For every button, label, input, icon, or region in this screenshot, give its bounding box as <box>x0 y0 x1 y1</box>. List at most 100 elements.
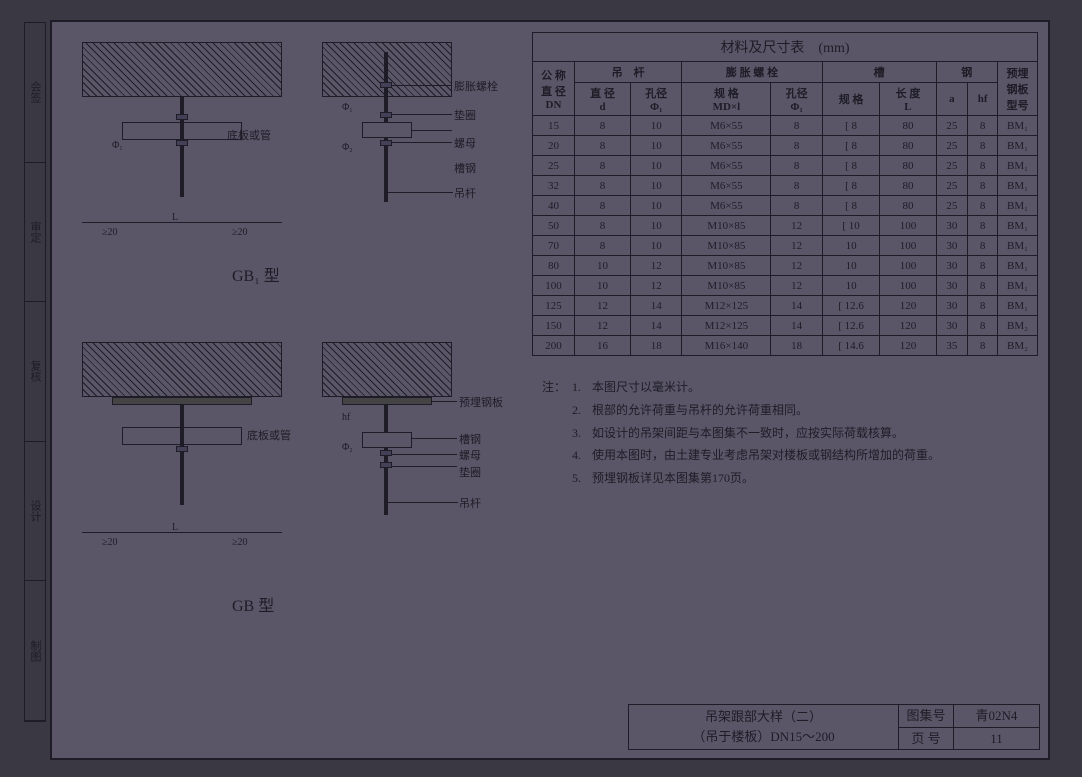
hanger-rod <box>384 405 388 515</box>
table-row: 1001012M10×851210100308BM₁ <box>533 276 1038 296</box>
note-number: 3. <box>572 422 592 445</box>
table-row: 15810M6×558[ 880258BM₁ <box>533 116 1038 136</box>
table-cell: [ 12.6 <box>822 296 880 316</box>
label-channel: 槽钢 <box>454 160 476 176</box>
table-cell: M12×125 <box>682 296 771 316</box>
table-cell: 25 <box>936 116 968 136</box>
table-cell: 32 <box>533 176 575 196</box>
note-text: 本图尺寸以毫米计。 <box>592 376 700 399</box>
table-cell: 8 <box>968 136 998 156</box>
label-washer: 垫圈 <box>459 464 481 480</box>
table-cell: M6×55 <box>682 156 771 176</box>
table-cell: [ 10 <box>822 216 880 236</box>
col-plate-model: 预埋钢板型号 <box>998 62 1038 116</box>
leader-line <box>388 502 458 503</box>
table-cell: 20 <box>533 136 575 156</box>
table-cell: 14 <box>631 316 682 336</box>
table-cell: 80 <box>880 156 936 176</box>
table-cell: 10 <box>631 156 682 176</box>
leader-line <box>412 438 457 439</box>
table-cell: 30 <box>936 236 968 256</box>
table-cell: 8 <box>771 196 822 216</box>
table-cell: 8 <box>968 296 998 316</box>
table-cell: 8 <box>968 156 998 176</box>
table-cell: 30 <box>936 316 968 336</box>
table-row: 25810M6×558[ 880258BM₁ <box>533 156 1038 176</box>
table-cell: BM₁ <box>998 276 1038 296</box>
embedded-plate <box>112 397 252 405</box>
leader-line <box>388 192 453 193</box>
nut-icon <box>176 140 188 146</box>
concrete-hatch <box>82 42 282 97</box>
table-cell: 12 <box>771 216 822 236</box>
note-number: 5. <box>572 467 592 490</box>
table-cell: 200 <box>533 336 575 356</box>
drawing-title-1: 吊架跟部大样（二） <box>635 707 892 727</box>
table-cell: 10 <box>822 276 880 296</box>
hanger-rod <box>180 97 184 197</box>
table-cell: 8 <box>575 236 631 256</box>
table-cell: BM₁ <box>998 256 1038 276</box>
table-cell: BM₂ <box>998 316 1038 336</box>
note-number: 2. <box>572 399 592 422</box>
table-row: 32810M6×558[ 880258BM₁ <box>533 176 1038 196</box>
table-cell: BM₁ <box>998 236 1038 256</box>
dim-phi1: Φ₁ <box>112 140 123 151</box>
diagram-gb-right: 预埋钢板 槽钢 螺母 垫圈 吊杆 hf Φ₂ <box>322 342 512 572</box>
table-cell: 12 <box>771 276 822 296</box>
table-cell: 100 <box>880 236 936 256</box>
title-right: 图集号 青02N4 页 号 11 <box>899 705 1039 749</box>
leader-line <box>392 85 452 86</box>
table-cell: BM₁ <box>998 116 1038 136</box>
nut-icon <box>380 450 392 456</box>
table-cell: 8 <box>968 196 998 216</box>
label-nut: 螺母 <box>454 135 476 151</box>
colgroup-hanger: 吊 杆 <box>575 62 682 83</box>
dim-phi2: Φ₂ <box>342 442 353 453</box>
note-text: 如设计的吊架间距与本图集不一致时，应按实际荷载核算。 <box>592 422 904 445</box>
col-L: 长 度L <box>880 83 936 116</box>
channel-steel <box>362 432 412 448</box>
table-cell: 10 <box>631 116 682 136</box>
table-cell: 80 <box>880 116 936 136</box>
diagram-column: 底板或管 Φ₁ L ≥20 ≥20 膨胀螺栓 垫圈 螺母 <box>62 32 522 702</box>
table-header: 公 称直 径DN 吊 杆 膨 胀 螺 栓 槽 钢 预埋钢板型号 直 径d 孔径Φ… <box>533 62 1038 116</box>
side-cell: 制图 <box>25 581 45 721</box>
table-cell: 8 <box>968 216 998 236</box>
type-label-gb1: GB₁ 型 <box>232 262 280 286</box>
table-cell: 80 <box>880 176 936 196</box>
table-cell: 80 <box>533 256 575 276</box>
note-item: 2.根部的允许荷重与吊杆的允许荷重相同。 <box>572 399 1038 422</box>
table-cell: 18 <box>631 336 682 356</box>
note-item: 4.使用本图时，由土建专业考虑吊架对楼板或钢结构所增加的荷重。 <box>572 444 1038 467</box>
col-phi1b: 孔径Φ₁ <box>771 83 822 116</box>
table-cell: 100 <box>880 216 936 236</box>
table-row: 801012M10×851210100308BM₁ <box>533 256 1038 276</box>
table-cell: 8 <box>968 256 998 276</box>
table-cell: 8 <box>771 116 822 136</box>
table-cell: [ 8 <box>822 136 880 156</box>
table-cell: 120 <box>880 316 936 336</box>
table-cell: 80 <box>880 136 936 156</box>
table-cell: 25 <box>936 136 968 156</box>
table-cell: M6×55 <box>682 116 771 136</box>
table-row: 40810M6×558[ 880258BM₁ <box>533 196 1038 216</box>
table-row: 70810M10×851210100308BM₁ <box>533 236 1038 256</box>
table-cell: 100 <box>880 256 936 276</box>
col-d: 直 径d <box>575 83 631 116</box>
label-hanger: 吊杆 <box>459 495 481 511</box>
concrete-hatch <box>82 342 282 397</box>
table-cell: BM₁ <box>998 156 1038 176</box>
leader-line <box>392 466 457 467</box>
table-cell: 14 <box>771 316 822 336</box>
notes-label: 注： <box>542 376 572 490</box>
page-val: 11 <box>954 728 1039 749</box>
concrete-hatch <box>322 342 452 397</box>
table-cell: 14 <box>771 296 822 316</box>
col-spec: 规 格 <box>822 83 880 116</box>
label-embedded-plate: 预埋钢板 <box>459 394 503 410</box>
table-cell: 10 <box>631 176 682 196</box>
table-cell: 30 <box>936 256 968 276</box>
series-val: 青02N4 <box>954 705 1039 727</box>
table-cell: 12 <box>631 256 682 276</box>
